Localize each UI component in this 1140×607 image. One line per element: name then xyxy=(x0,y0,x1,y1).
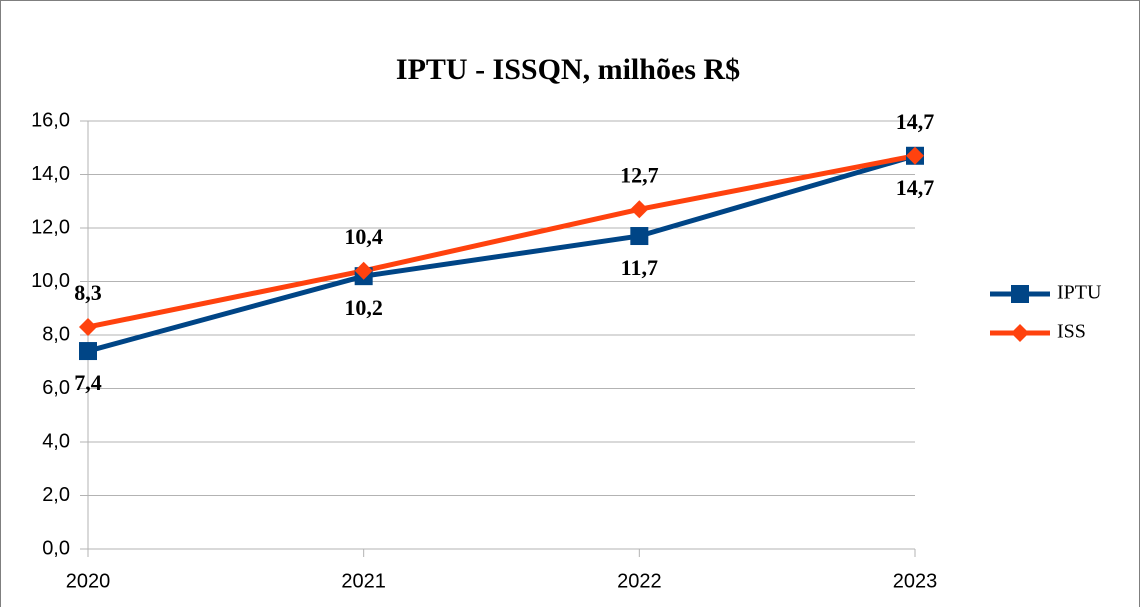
marker xyxy=(1011,324,1029,342)
marker xyxy=(906,146,924,165)
marker xyxy=(630,227,649,246)
data-label: 10,4 xyxy=(344,224,383,249)
series-line xyxy=(87,153,916,354)
y-tick-label: 8,0 xyxy=(42,323,70,345)
data-label: 7,4 xyxy=(74,370,102,395)
y-tick-label: 16,0 xyxy=(31,109,70,131)
y-tick-label: 10,0 xyxy=(31,270,70,292)
data-label: 11,7 xyxy=(621,255,658,280)
chart-title: IPTU - ISSQN, milhões R$ xyxy=(396,53,740,86)
y-tick-label: 6,0 xyxy=(42,377,70,399)
data-label: 8,3 xyxy=(74,280,102,305)
marker xyxy=(630,200,649,219)
marker xyxy=(79,342,97,361)
series-line xyxy=(87,153,916,330)
x-tick-label: 2020 xyxy=(66,570,111,592)
data-label: 12,7 xyxy=(620,162,659,187)
y-tick-label: 0,0 xyxy=(42,537,70,559)
legend-label: IPTU xyxy=(1057,282,1102,304)
y-tick-label: 2,0 xyxy=(42,484,70,506)
x-tick-label: 2021 xyxy=(341,570,386,592)
y-tick-label: 4,0 xyxy=(42,430,70,452)
legend-label: ISS xyxy=(1057,321,1086,343)
x-tick-label: 2022 xyxy=(617,570,662,592)
x-tick-label: 2023 xyxy=(893,570,938,592)
data-label: 14,7 xyxy=(896,109,935,134)
y-tick-label: 14,0 xyxy=(31,163,70,185)
y-tick-label: 12,0 xyxy=(31,216,70,238)
marker xyxy=(1011,285,1029,303)
marker xyxy=(354,261,373,280)
marker xyxy=(79,317,97,336)
data-label: 10,2 xyxy=(344,295,383,320)
data-label: 14,7 xyxy=(896,175,935,200)
